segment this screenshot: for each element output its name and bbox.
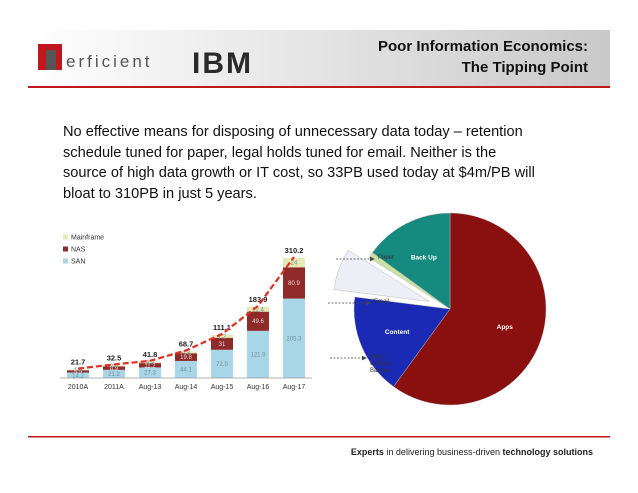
bar-segment	[283, 298, 305, 378]
segment-label: 7.2	[218, 334, 227, 340]
bar-segment	[247, 306, 269, 312]
segment-label: 80.9	[288, 281, 300, 287]
segment-label: 205.3	[286, 336, 302, 342]
bar-segment	[175, 351, 197, 354]
segment-label: 21.2	[108, 372, 120, 378]
footer-bold: Experts	[351, 447, 384, 457]
legend-label: NAS	[71, 247, 86, 254]
x-tick-label: Aug-13	[139, 384, 162, 391]
bar-segment	[211, 337, 233, 350]
legend-swatch	[63, 246, 68, 252]
total-label: 41.8	[143, 350, 158, 359]
annotation: Email	[374, 299, 390, 305]
total-label: 310.2	[285, 246, 304, 255]
header-rule	[28, 86, 610, 88]
slice-label: Apps	[497, 324, 514, 331]
segment-label: 3.3	[146, 360, 155, 366]
total-label: 32.5	[107, 353, 122, 362]
total-label: 68.7	[179, 339, 194, 348]
slide-title: Poor Information Economics:	[378, 38, 588, 55]
segment-label: 19.8	[180, 355, 192, 361]
segment-label: 8.9	[110, 366, 119, 372]
x-tick-label: Aug-15	[211, 384, 234, 391]
total-label: 21.7	[71, 358, 86, 367]
bar-segment	[247, 330, 269, 378]
total-label: 111.1	[213, 323, 231, 332]
slice-label: Content	[385, 329, 410, 336]
segment-label: 4.8	[182, 350, 191, 356]
segment-label: 44.1	[180, 367, 192, 373]
segment-label: 1.6	[74, 368, 83, 374]
bar-segment	[103, 365, 125, 367]
x-tick-label: Aug-17	[283, 384, 306, 391]
header-band	[28, 30, 610, 86]
x-tick-label: 2011A	[104, 384, 124, 391]
pie-slice	[393, 212, 547, 406]
segment-label: 72.9	[216, 362, 228, 368]
legend-swatch	[63, 258, 68, 264]
bar-segment	[103, 366, 125, 370]
bar-segment	[211, 349, 233, 378]
bar-segment	[283, 258, 305, 268]
pie-slice	[333, 249, 430, 302]
segment-label: 49.6	[252, 319, 264, 325]
segment-label: 27.3	[144, 371, 156, 377]
x-tick-label: Aug-14	[175, 384, 198, 391]
x-tick-label: Aug-16	[247, 384, 270, 391]
logo-text: erficient	[66, 52, 153, 71]
partner-logo: IBM	[192, 47, 253, 80]
bar-segment	[247, 311, 269, 331]
slide-title: The Tipping Point	[462, 59, 588, 76]
segment-label: 5.9	[74, 369, 83, 375]
segment-label: 121.9	[250, 352, 266, 358]
x-tick-label: 2010A	[68, 384, 89, 391]
legend-swatch	[63, 234, 68, 240]
bar-segment	[67, 369, 89, 371]
pie-slice	[353, 296, 451, 388]
bar-segment	[283, 267, 305, 299]
segment-label: 14.2	[72, 373, 84, 379]
legend-label: SAN	[71, 259, 85, 266]
slice-label: Back Up	[411, 255, 437, 262]
footer-text: Experts in delivering business-driven te…	[351, 447, 593, 457]
bar-segment	[175, 360, 197, 378]
total-label: 183.9	[249, 295, 268, 304]
segment-label: 31	[219, 342, 226, 348]
body-text: No effective means for disposing of unne…	[63, 124, 535, 202]
bar-segment	[67, 372, 89, 378]
bar-segment	[139, 367, 161, 378]
legend-label: Mainframe	[71, 235, 104, 242]
footer-rule	[28, 436, 610, 438]
bar-segment	[175, 353, 197, 361]
bar-segment	[211, 335, 233, 338]
segment-label: 24	[291, 261, 298, 267]
bar-segment	[139, 361, 161, 364]
segment-label: 12.4	[252, 307, 264, 313]
bar-segment	[67, 370, 89, 373]
pie-slice	[371, 212, 451, 310]
logo-mark-inner	[46, 50, 56, 70]
segment-label: 2.4	[110, 364, 119, 370]
annotation: Apps, Content, Backup	[370, 354, 393, 374]
footer-bold: technology solutions	[502, 447, 593, 457]
trend-line	[77, 256, 295, 370]
bar-segment	[103, 369, 125, 378]
footer-regular: in delivering business-driven	[384, 447, 503, 457]
segment-label: 11.2	[144, 363, 156, 369]
bar-segment	[139, 363, 161, 368]
annotation: Paper	[378, 255, 395, 261]
